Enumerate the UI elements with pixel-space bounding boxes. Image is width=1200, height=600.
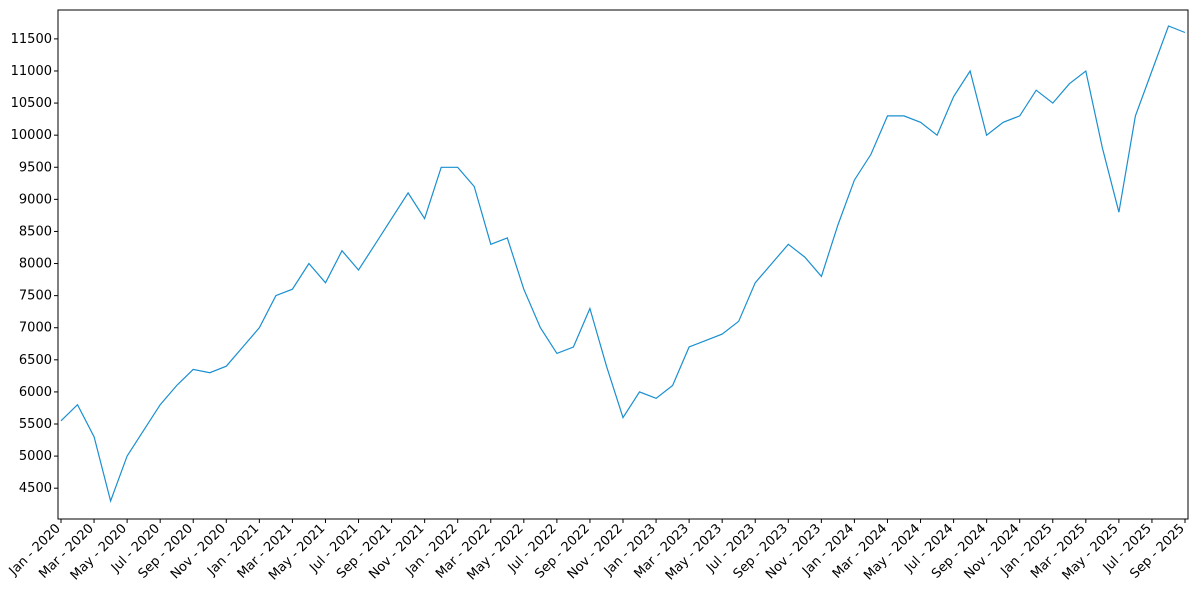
y-tick-label: 11000 [11,64,52,79]
y-tick-label: 5000 [19,449,52,464]
y-tick-label: 10500 [11,96,52,111]
y-tick-label: 9500 [19,160,52,175]
y-tick-label: 8000 [19,257,52,272]
y-tick-label: 4500 [19,481,52,496]
y-tick-label: 11500 [11,32,52,47]
plot-frame [57,9,1189,520]
y-tick-label: 7000 [19,321,52,336]
y-tick-label: 7500 [19,289,52,304]
y-tick-label: 8500 [19,224,52,239]
y-tick-label: 6500 [19,353,52,368]
y-tick-label: 10000 [11,128,52,143]
y-tick-label: 6000 [19,385,52,400]
y-tick-label: 5500 [19,417,52,432]
line [60,25,1186,504]
y-tick-label: 9000 [19,192,52,207]
